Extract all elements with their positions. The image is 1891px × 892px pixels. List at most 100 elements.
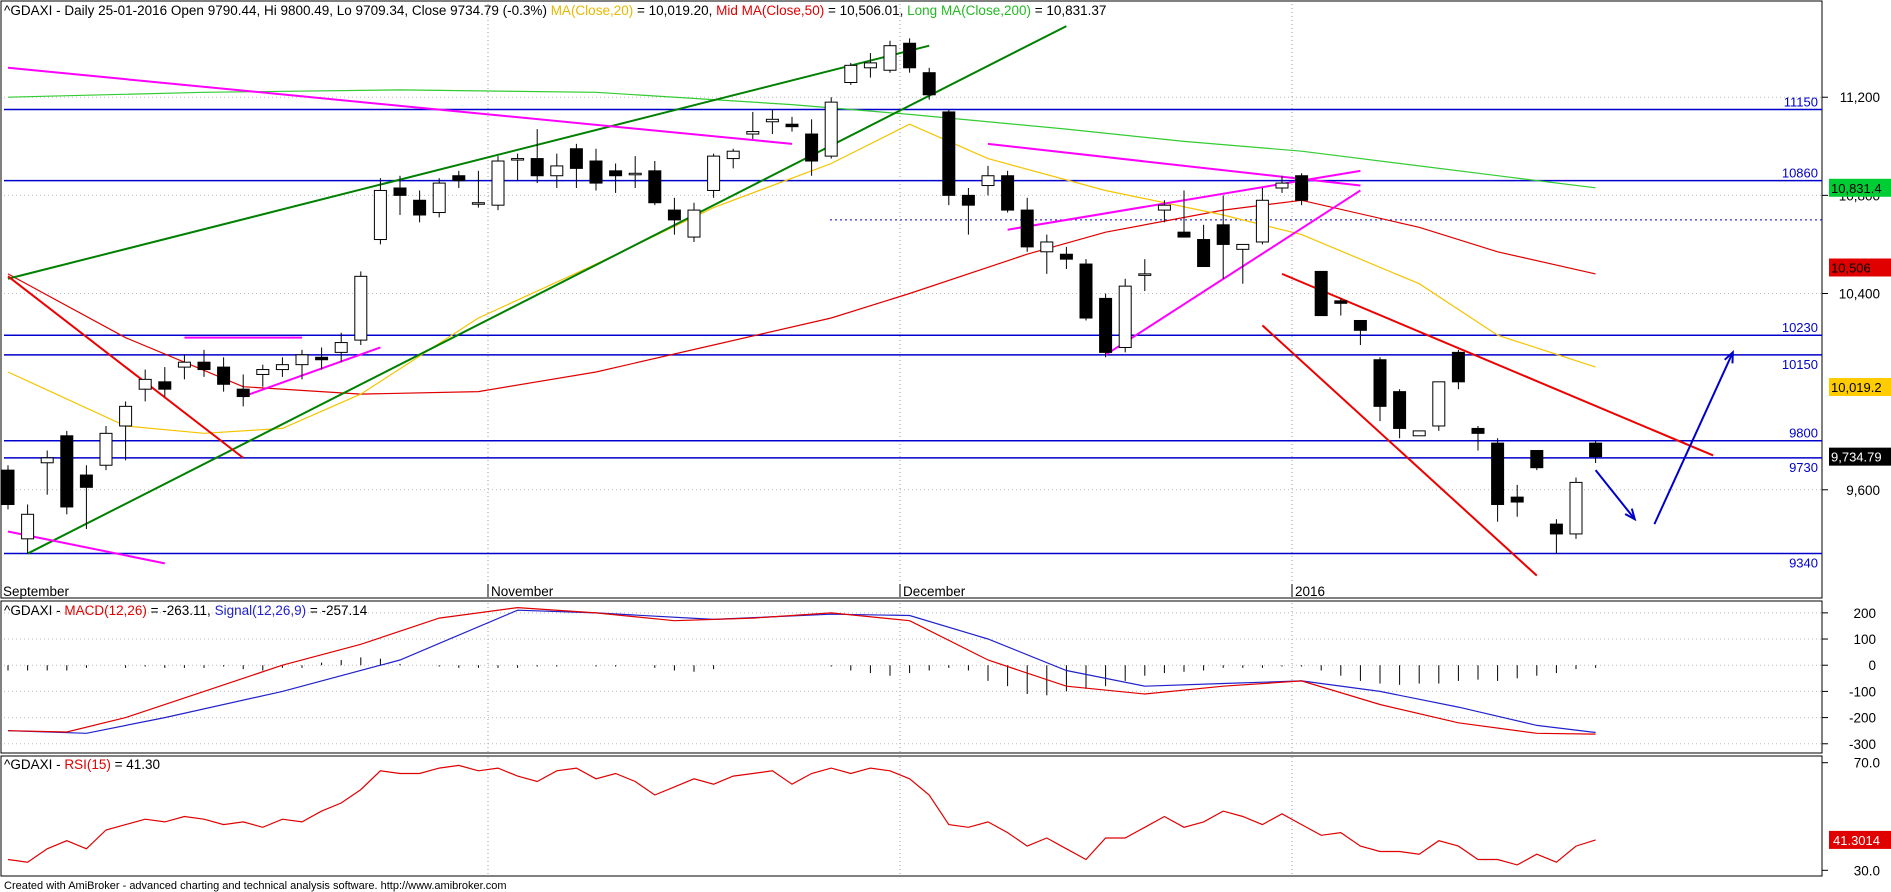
- red-trendline: [7, 275, 244, 459]
- rsi-axis: 70.0 30.0 41.3014: [1822, 756, 1891, 878]
- ma200-label: Long MA(Close,200): [907, 3, 1031, 18]
- candle-down: [1353, 319, 1367, 331]
- rsi-label: RSI(15): [64, 757, 111, 772]
- macd-label: MACD(12,26): [64, 603, 147, 618]
- candle-up: [1275, 182, 1289, 189]
- rsi-ticker: ^GDAXI: [4, 757, 52, 772]
- arrowhead: [1624, 508, 1637, 522]
- candle-up: [1138, 273, 1152, 276]
- candle-up: [707, 155, 721, 191]
- candle-down: [961, 194, 975, 206]
- candle-up: [295, 354, 309, 366]
- candle-up: [981, 175, 995, 187]
- candle-up: [138, 378, 152, 390]
- candle-down: [530, 158, 544, 177]
- price-badges: 10,831.4 10,506 10,019.2 9,734.79: [1829, 178, 1891, 466]
- candle-up: [628, 172, 642, 176]
- price-tick-label: 9,600: [1846, 483, 1880, 498]
- ma20-value: = 10,019.20,: [633, 3, 716, 18]
- candle-up: [824, 101, 838, 157]
- candle-up: [354, 275, 368, 341]
- price-info: - Daily 25-01-2016 Open 9790.44, Hi 9800…: [52, 3, 550, 18]
- candle-up: [746, 131, 760, 135]
- month-axis: September November December 2016: [3, 584, 1325, 599]
- candle-down: [1471, 427, 1485, 434]
- green-trendline: [27, 25, 1067, 555]
- macd-tick-label: 100: [1853, 632, 1876, 647]
- ma20-line: [7, 123, 1596, 434]
- candle-down: [1059, 253, 1073, 260]
- value-badge-label: 10,019.2: [1831, 380, 1882, 395]
- rsi-tick-label: 30.0: [1854, 863, 1880, 878]
- candle-up: [687, 209, 701, 238]
- magenta-trendline: [242, 346, 381, 398]
- price-header: ^GDAXI - Daily 25-01-2016 Open 9790.44, …: [4, 3, 1106, 18]
- macd-histogram: [7, 657, 1597, 696]
- value-badge: [1829, 377, 1891, 396]
- candle-up: [491, 160, 505, 206]
- macd-line: [7, 606, 1596, 735]
- level-label: 10230: [1782, 320, 1818, 335]
- macd-tick-label: -100: [1849, 684, 1876, 699]
- candle-up: [256, 369, 270, 375]
- candle-down: [609, 170, 623, 177]
- red-trendline: [1261, 324, 1538, 577]
- blue-arrow-line: [1594, 469, 1636, 520]
- candle-up: [1412, 430, 1426, 437]
- candlesticks: [1, 38, 1603, 554]
- candle-down: [1373, 359, 1387, 407]
- rsi-pane-frame: [0, 755, 1823, 877]
- value-badge-label: 9,734.79: [1831, 450, 1882, 465]
- candle-down: [1334, 300, 1348, 304]
- ma50-line: [7, 199, 1596, 395]
- candle-down: [667, 209, 681, 221]
- macd-axis: 200 100 0 -100 -200 -300: [1822, 606, 1876, 752]
- macd-header: ^GDAXI - MACD(12,26) = -263.11, Signal(1…: [4, 603, 368, 618]
- macd-tick-label: -300: [1849, 737, 1876, 752]
- price-tick-label: 10,400: [1839, 287, 1880, 302]
- candle-down: [217, 366, 231, 385]
- footer-credit: Created with AmiBroker - advanced charti…: [4, 880, 507, 892]
- candle-down: [1001, 175, 1015, 211]
- candle-down: [158, 381, 172, 390]
- candle-down: [60, 435, 74, 508]
- signal-line: [7, 609, 1596, 734]
- macd-lines: [7, 606, 1596, 735]
- candle-up: [883, 45, 897, 71]
- candle-down: [1177, 231, 1191, 238]
- level-label: 10860: [1782, 166, 1818, 181]
- rsi-badge: [1829, 830, 1891, 849]
- candle-up: [511, 158, 525, 161]
- rsi-header: ^GDAXI - RSI(15) = 41.30: [4, 757, 160, 772]
- candle-down: [1020, 209, 1034, 248]
- magenta-trendline: [1105, 189, 1361, 356]
- level-label: 11150: [1784, 94, 1818, 109]
- candle-down: [1197, 239, 1211, 268]
- macd-pane-frame: [0, 600, 1823, 754]
- candle-up: [1236, 243, 1250, 250]
- candle-up: [119, 405, 133, 427]
- macd-ticker: ^GDAXI: [4, 603, 52, 618]
- candle-down: [1510, 496, 1524, 503]
- candle-down: [315, 356, 329, 361]
- rsi-line: [7, 764, 1596, 866]
- candle-down: [1295, 175, 1309, 201]
- candle-down: [942, 111, 956, 196]
- value-badge: [1829, 447, 1891, 466]
- candle-down: [413, 199, 427, 216]
- candle-up: [550, 165, 564, 177]
- level-label: 9730: [1789, 460, 1818, 475]
- ma50-label: Mid MA(Close,50): [716, 3, 824, 18]
- arrowhead: [1724, 350, 1734, 364]
- macd-tick-label: 200: [1853, 606, 1876, 621]
- candle-up: [726, 150, 740, 160]
- month-label: November: [491, 584, 554, 599]
- candle-down: [589, 160, 603, 184]
- level-label: 9340: [1789, 556, 1818, 571]
- level-label: 10150: [1782, 357, 1818, 372]
- candle-up: [471, 202, 485, 205]
- blue-arrow-line: [1653, 351, 1734, 525]
- candle-up: [765, 118, 779, 123]
- ma200-value: = 10,831.37: [1031, 3, 1106, 18]
